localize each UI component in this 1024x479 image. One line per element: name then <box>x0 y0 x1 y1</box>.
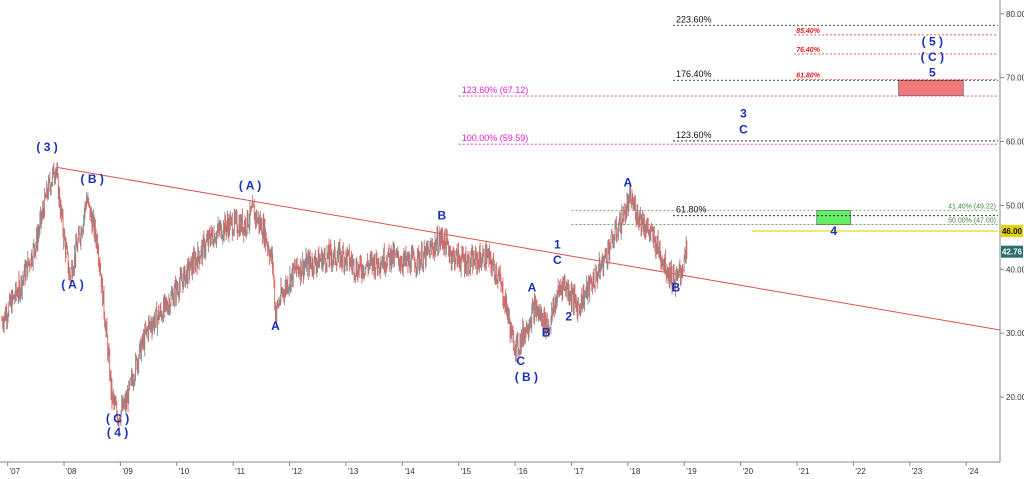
x-tick-label: '10 <box>179 467 190 476</box>
fib-label: 223.60% <box>676 14 712 24</box>
target-level-badge <box>1001 225 1023 237</box>
x-tick-label: '13 <box>348 467 359 476</box>
red-fib-label: 85.40% <box>796 28 821 35</box>
red-zone <box>898 79 964 96</box>
fib-label: 123.60% <box>676 130 712 140</box>
fib-label: 61.80% <box>676 205 707 215</box>
target-level-label: 46.00 <box>1002 227 1023 236</box>
y-tick-label: 70.00 <box>1006 74 1024 83</box>
wave-label: A <box>528 281 537 295</box>
wave-label: ( 3 ) <box>36 140 57 154</box>
current-price-label: 42.76 <box>1002 248 1023 257</box>
wave-label: B <box>542 325 551 339</box>
wave-label: B <box>671 281 680 295</box>
trendline-layer <box>55 166 1001 331</box>
price-series-layer <box>1 161 688 429</box>
wave-label: C <box>553 253 562 267</box>
fib-label: 100.00% (59.59) <box>462 133 529 143</box>
x-tick-label: '23 <box>912 467 923 476</box>
y-tick-label: 50.00 <box>1006 201 1024 210</box>
wave-label: C <box>516 354 525 368</box>
x-tick-label: '19 <box>686 467 697 476</box>
red-fib-label: 61.80% <box>796 73 821 80</box>
wave-label: ( C ) <box>106 412 129 426</box>
y-tick-label: 80.00 <box>1006 10 1024 19</box>
y-tick-label: 30.00 <box>1006 329 1024 338</box>
wave-label: ( B ) <box>515 370 538 384</box>
x-tick-label: '22 <box>855 467 866 476</box>
x-tick-label: '17 <box>573 467 584 476</box>
fib-levels-layer: 223.60% 176.40% 123.60% (67.12) 123.60% 100.… <box>458 14 1023 237</box>
y-tick-label: 20.00 <box>1006 393 1024 402</box>
wave-label: ( B ) <box>81 172 104 186</box>
x-tick-label: '07 <box>10 467 21 476</box>
trendline <box>55 166 1001 331</box>
fib-label: 123.60% (67.12) <box>462 85 529 95</box>
wave-label: 4 <box>830 224 837 238</box>
zones-layer <box>816 79 964 225</box>
wave-label: ( 4 ) <box>107 426 128 440</box>
x-tick-label: '09 <box>122 467 133 476</box>
x-tick-label: '16 <box>517 467 528 476</box>
y-tick-label: 60.00 <box>1006 138 1024 147</box>
wave-label: C <box>739 122 748 136</box>
wave-label: ( A ) <box>61 278 83 292</box>
fib-label: 176.40% <box>676 69 712 79</box>
x-tick-label: '11 <box>235 467 245 476</box>
x-tick-label: '21 <box>799 467 810 476</box>
x-tick-label: '24 <box>968 467 979 476</box>
green-zone <box>816 210 851 225</box>
green-fib-label: 41.40% (49.22) <box>948 203 996 210</box>
wave-label: B <box>437 209 446 223</box>
wave-label: 2 <box>565 309 572 323</box>
x-tick-label: '15 <box>461 467 472 476</box>
wave-label: 3 <box>740 106 747 120</box>
x-tick-label: '14 <box>404 467 415 476</box>
current-price-badge <box>1001 245 1023 258</box>
red-fib-label: 76.40% <box>796 47 821 54</box>
y-tick-label: 40.00 <box>1006 265 1024 274</box>
x-tick-label: '18 <box>630 467 641 476</box>
wave-label: A <box>624 175 633 189</box>
wave-label: ( C ) <box>921 50 944 64</box>
wave-label: ( 5 ) <box>922 35 943 49</box>
x-tick-label: '12 <box>292 467 303 476</box>
wave-label: A <box>271 319 280 333</box>
x-tick-label: '08 <box>66 467 77 476</box>
wave-labels-layer: ( 3 )( B )( A )( C )( 4 )( A )ABC( B )AB… <box>36 35 944 440</box>
green-fib-label: 50.00% (47.00) <box>948 218 996 225</box>
wave-label: ( A ) <box>239 178 261 192</box>
wave-label: 5 <box>929 65 936 79</box>
wave-label: 1 <box>554 237 561 251</box>
x-tick-label: '20 <box>743 467 754 476</box>
